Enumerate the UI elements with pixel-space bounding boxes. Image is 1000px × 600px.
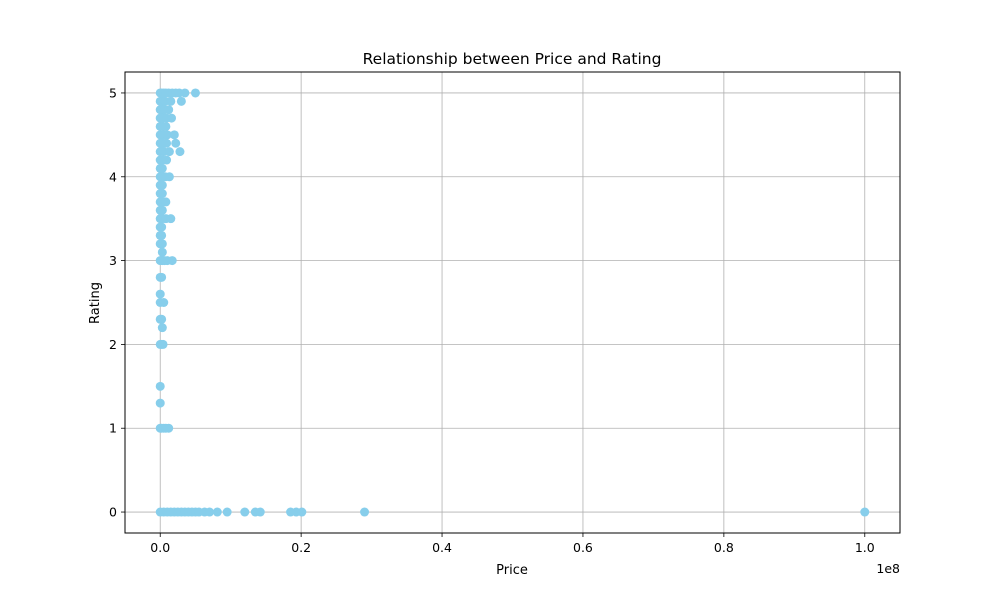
grid xyxy=(125,72,900,533)
data-point xyxy=(205,507,215,517)
data-point xyxy=(166,214,176,224)
data-point xyxy=(157,323,167,333)
data-point xyxy=(167,256,177,266)
data-point xyxy=(162,138,172,148)
x-tick-label: 0.4 xyxy=(432,540,452,555)
y-tick-label: 4 xyxy=(109,169,117,184)
data-point xyxy=(161,197,171,207)
y-tick-label: 3 xyxy=(109,253,117,268)
x-axis-ticks: 0.0 0.2 0.4 0.6 0.8 1.0 xyxy=(150,533,875,555)
x-tick-label: 0.2 xyxy=(291,540,311,555)
data-point xyxy=(164,423,174,433)
data-point xyxy=(155,381,165,391)
data-point xyxy=(157,163,167,173)
y-tick-label: 2 xyxy=(109,337,117,352)
x-tick-label: 0.8 xyxy=(714,540,734,555)
x-tick-label: 1.0 xyxy=(855,540,875,555)
y-tick-label: 1 xyxy=(109,421,117,436)
data-point xyxy=(164,147,174,157)
x-axis-offset-label: 1e8 xyxy=(876,561,900,576)
data-point xyxy=(157,180,167,190)
x-tick-label: 0.6 xyxy=(573,540,593,555)
data-point xyxy=(161,121,171,131)
data-point xyxy=(166,96,176,106)
y-axis-label: Rating xyxy=(88,282,103,324)
x-axis-label: Price xyxy=(496,563,528,578)
data-point xyxy=(159,298,169,307)
data-point xyxy=(169,130,179,140)
data-point xyxy=(157,239,167,249)
data-point xyxy=(222,507,232,517)
data-point xyxy=(164,105,174,115)
data-point xyxy=(157,189,167,199)
data-point xyxy=(157,222,167,232)
data-point xyxy=(167,113,176,123)
data-point xyxy=(164,172,174,182)
data-point xyxy=(171,138,181,148)
data-point xyxy=(162,155,172,165)
data-point xyxy=(297,507,307,517)
data-point xyxy=(180,88,190,98)
data-point xyxy=(155,289,165,299)
data-point xyxy=(157,247,167,257)
data-point xyxy=(212,507,222,517)
chart-title: Relationship between Price and Rating xyxy=(363,50,662,68)
data-point xyxy=(158,339,168,349)
y-axis-ticks: 0 1 2 3 4 5 xyxy=(109,85,125,520)
data-point xyxy=(175,147,185,157)
data-point xyxy=(176,96,186,106)
data-point xyxy=(162,130,172,140)
data-point xyxy=(157,205,167,215)
data-point xyxy=(255,507,265,517)
plot-area-frame xyxy=(124,71,901,534)
data-point xyxy=(155,398,165,408)
data-point xyxy=(157,314,167,324)
x-tick-label: 0.0 xyxy=(150,540,170,555)
data-point xyxy=(157,230,167,240)
data-points xyxy=(155,88,870,517)
data-point xyxy=(157,272,167,282)
y-tick-label: 0 xyxy=(109,505,117,520)
data-point xyxy=(240,507,250,517)
data-point xyxy=(190,88,200,98)
y-tick-label: 5 xyxy=(109,85,117,100)
data-point xyxy=(860,507,870,517)
data-point xyxy=(360,507,370,517)
